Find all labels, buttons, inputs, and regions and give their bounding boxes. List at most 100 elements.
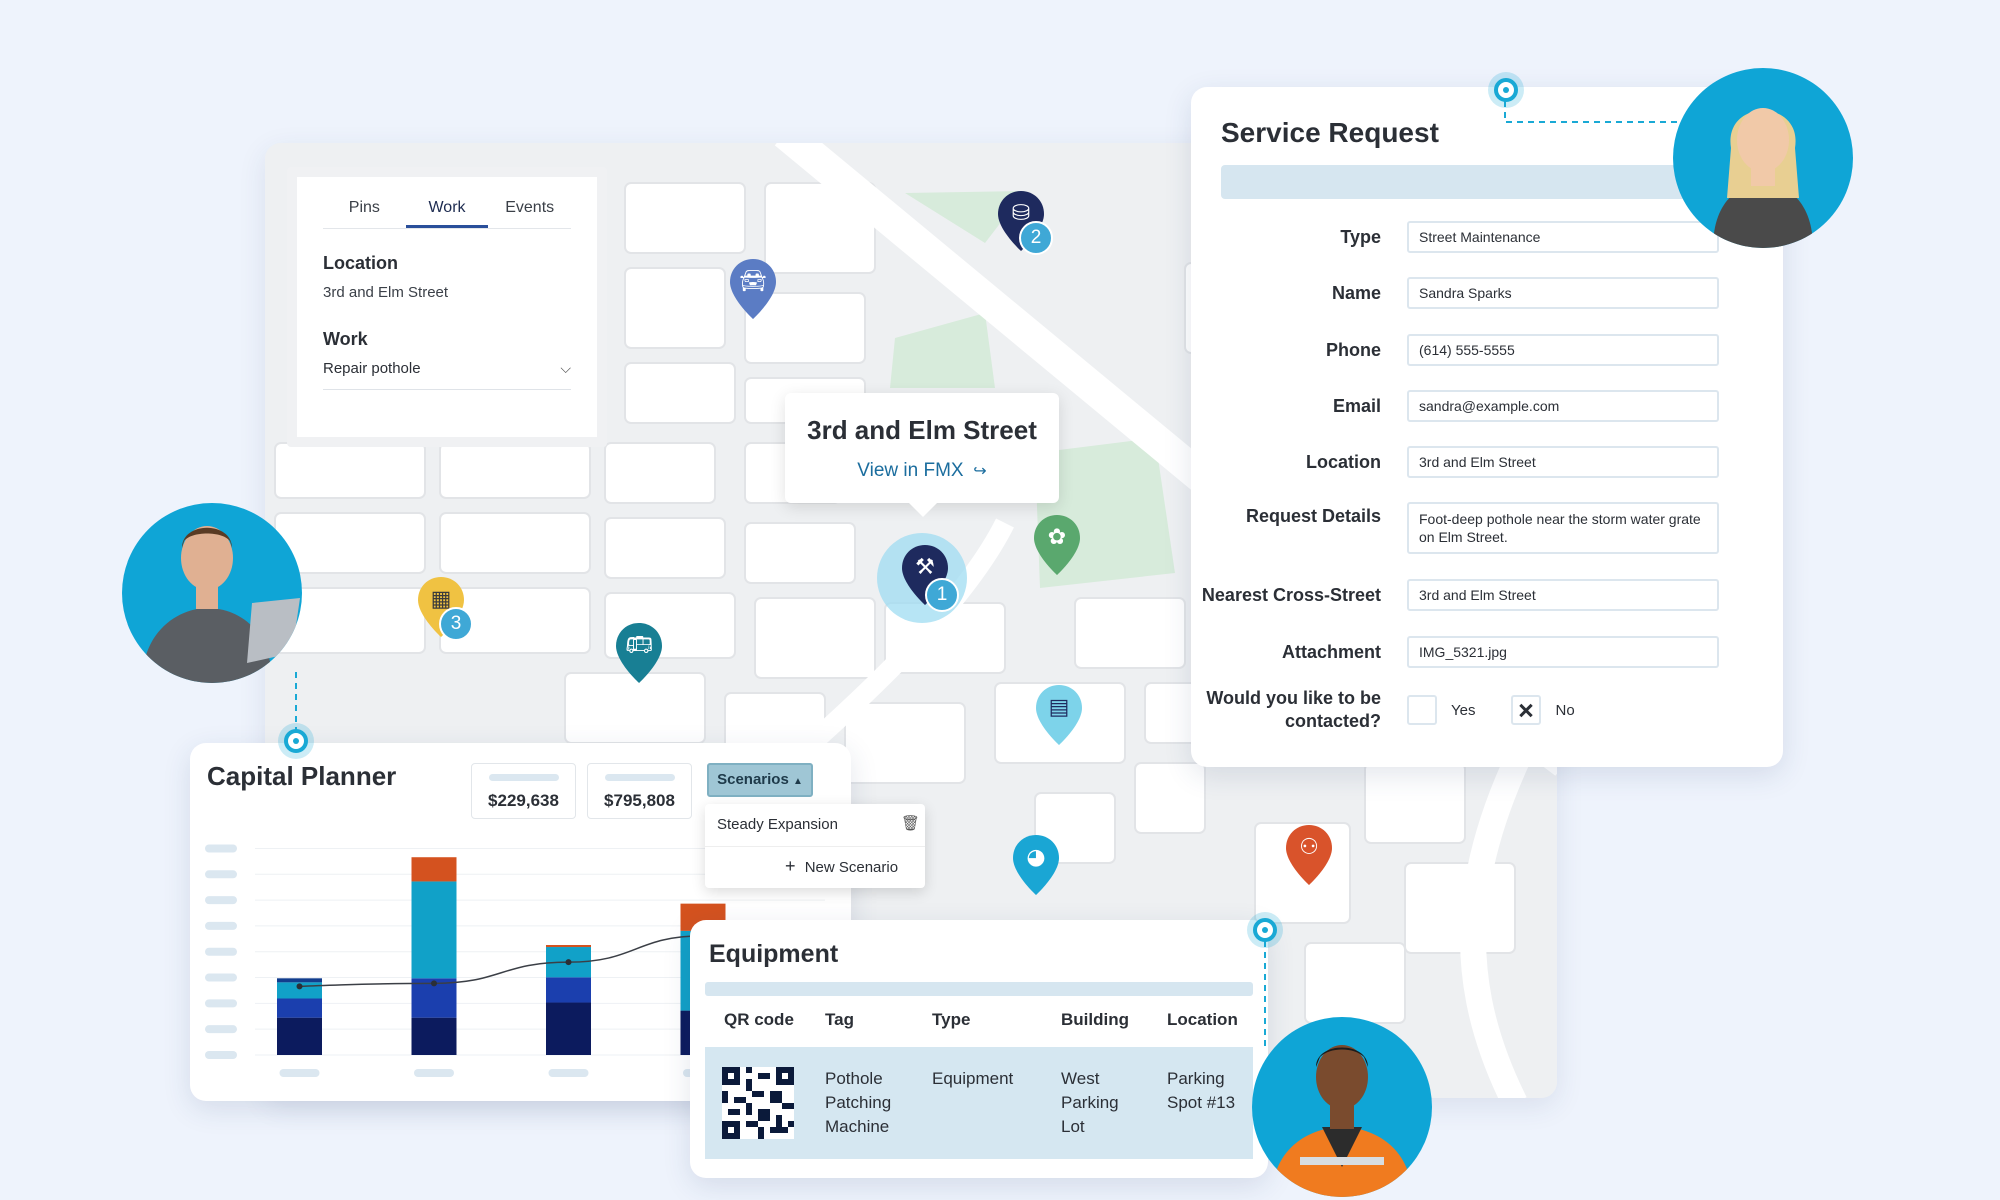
stat-placeholder <box>604 774 675 781</box>
bus-icon: 🚌︎ <box>625 633 653 658</box>
stat-placeholder <box>488 774 559 781</box>
location-popup: 3rd and Elm Street View in FMX ↪ <box>785 393 1059 517</box>
attachment-field[interactable]: IMG_5321.jpg <box>1407 636 1719 668</box>
book-icon: ▤ <box>1048 695 1070 720</box>
y-tick-placeholder <box>205 896 237 905</box>
yes-checkbox[interactable] <box>1407 695 1437 725</box>
caret-up-icon: ▲ <box>792 776 803 787</box>
tab-pins[interactable]: Pins <box>348 199 380 216</box>
field-label: Attachment <box>1281 641 1381 662</box>
field-label: Nearest Cross-Street <box>1201 584 1381 605</box>
trend-point <box>431 980 437 987</box>
playground-pin[interactable]: ⚇ <box>1283 823 1335 887</box>
facility-pin[interactable]: ⛁ 2 <box>995 189 1053 255</box>
type-cell: Equipment <box>932 1069 1014 1088</box>
equipment-card: Equipment QR code Tag Type Building Loca… <box>690 920 1268 1178</box>
new-scenario-label: New Scenario <box>804 859 899 876</box>
trend-point <box>565 959 572 966</box>
type-field[interactable]: Street Maintenance <box>1407 221 1719 253</box>
field-name: Name Sandra Sparks <box>1191 277 1783 309</box>
pin-badge: 3 <box>439 607 473 641</box>
field-label: Request Details <box>1245 506 1381 526</box>
avatar-planner <box>122 503 302 683</box>
bus-pin[interactable]: 🚌︎ <box>613 621 665 685</box>
location-cell: Parking Spot #13 <box>1167 1069 1236 1112</box>
bar-segment <box>411 857 457 882</box>
bar-segment <box>411 1017 457 1055</box>
x-tick-placeholder <box>548 1069 589 1077</box>
road-work-pin[interactable]: ⚒ 1 <box>899 543 959 612</box>
request-details-field[interactable]: Foot-deep pothole near the storm water g… <box>1407 502 1719 554</box>
no-checkbox[interactable] <box>1511 695 1542 725</box>
connector-node <box>284 729 308 753</box>
trend-line <box>299 933 825 988</box>
col-type: Type <box>932 1010 971 1029</box>
car-icon: 🚘︎ <box>739 269 767 294</box>
new-scenario-button[interactable]: + New Scenario <box>785 856 898 877</box>
building-pin[interactable]: ▦ 3 <box>415 575 473 641</box>
tab-events[interactable]: Events <box>505 199 555 216</box>
col-qr-code: QR code <box>724 1010 794 1029</box>
stat-box: $229,638 <box>471 763 576 819</box>
bar-segment <box>546 1002 591 1055</box>
scenario-item[interactable]: Steady Expansion <box>717 816 838 833</box>
x-tick-placeholder <box>279 1069 320 1077</box>
field-email: Email sandra@example.com <box>1191 390 1783 422</box>
work-select[interactable]: Repair pothole ⌵ <box>323 350 571 390</box>
field-label: Phone <box>1325 339 1381 360</box>
cross-street-field[interactable]: 3rd and Elm Street <box>1407 579 1719 611</box>
field-label: Name <box>1331 282 1381 303</box>
stat-box: $795,808 <box>587 763 692 819</box>
park-pin[interactable]: ✿ <box>1031 513 1083 577</box>
qr-code-image <box>722 1067 794 1139</box>
col-building: Building <box>1061 1010 1129 1029</box>
connector-node <box>1494 78 1518 102</box>
library-pin[interactable]: ▤ <box>1033 683 1085 747</box>
field-type: Type Street Maintenance <box>1191 221 1783 253</box>
equipment-title: Equipment <box>709 940 839 968</box>
building-icon: ▦ <box>430 587 452 612</box>
ball-icon: ◕ <box>1026 845 1046 870</box>
y-tick-placeholder <box>205 947 237 956</box>
title-bar <box>705 982 1253 996</box>
bar-segment <box>277 978 322 983</box>
bar-segment <box>277 1017 322 1055</box>
name-field[interactable]: Sandra Sparks <box>1407 277 1719 309</box>
field-label: Type <box>1340 226 1381 247</box>
field-label: Email <box>1332 395 1381 416</box>
y-tick-placeholder <box>205 921 237 930</box>
capital-planner-title: Capital Planner <box>207 761 397 791</box>
title-bar <box>1221 165 1761 199</box>
field-location: Location 3rd and Elm Street <box>1191 446 1783 478</box>
trash-icon[interactable]: 🗑︎ <box>901 815 921 832</box>
vehicle-pin[interactable]: 🚘︎ <box>727 257 779 321</box>
trend-point <box>296 983 303 990</box>
y-tick-placeholder <box>205 870 237 879</box>
email-field[interactable]: sandra@example.com <box>1407 390 1719 422</box>
building-cell: West Parking Lot <box>1061 1069 1119 1136</box>
y-tick-placeholder <box>205 844 237 853</box>
work-select-value: Repair pothole <box>323 360 421 377</box>
col-location: Location <box>1167 1010 1238 1029</box>
phone-field[interactable]: (614) 555-5555 <box>1407 334 1719 366</box>
table-row[interactable]: Pothole Patching Machine Equipment West … <box>705 1047 1253 1159</box>
no-label: No <box>1555 701 1575 719</box>
map-side-panel: Pins Work Events Location 3rd and Elm St… <box>287 167 607 447</box>
connector-node <box>1253 918 1277 942</box>
external-link-icon: ↪ <box>968 463 987 480</box>
menu-divider <box>705 846 925 847</box>
database-icon: ⛁ <box>1011 201 1031 226</box>
yes-label: Yes <box>1451 701 1476 719</box>
location-field[interactable]: 3rd and Elm Street <box>1407 446 1719 478</box>
service-request-title: Service Request <box>1221 117 1439 148</box>
sports-pin[interactable]: ◕ <box>1010 833 1062 897</box>
avatar-requester <box>1673 68 1853 248</box>
popup-title: 3rd and Elm Street <box>807 415 1037 445</box>
view-in-fmx-link[interactable]: View in FMX ↪ <box>785 460 1059 482</box>
y-tick-placeholder <box>205 1025 237 1034</box>
tab-work[interactable]: Work <box>405 199 489 228</box>
work-label: Work <box>323 329 368 349</box>
scenarios-button[interactable]: Scenarios ▲ <box>707 763 813 797</box>
bar-segment <box>546 977 591 1003</box>
